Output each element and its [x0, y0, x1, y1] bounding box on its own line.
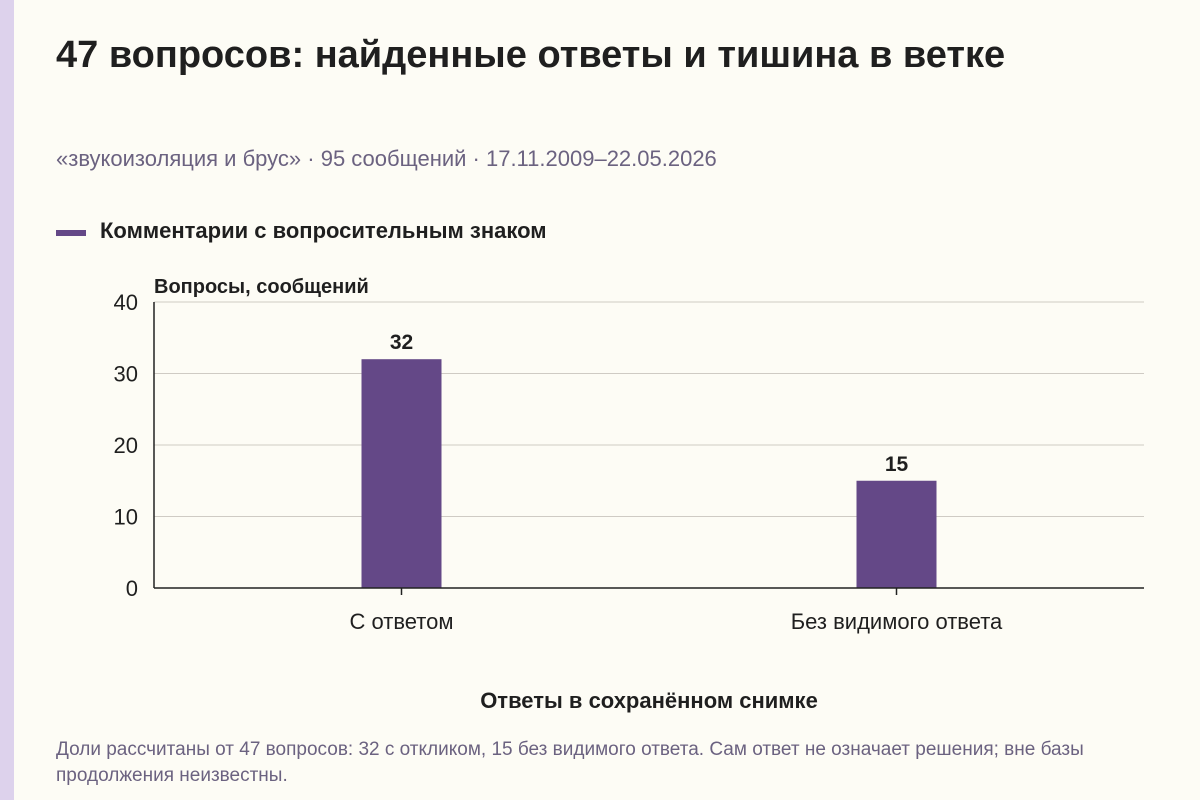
- y-tick-label: 30: [114, 362, 138, 387]
- y-axis-title: Вопросы, сообщений: [154, 276, 369, 298]
- y-tick-label: 20: [114, 433, 138, 458]
- legend-label: Комментарии с вопросительным знаком: [100, 218, 547, 243]
- legend-swatch: [56, 230, 86, 236]
- x-axis-title: Ответы в сохранённом снимке: [480, 688, 818, 713]
- bar: [856, 480, 937, 588]
- data-label: 32: [390, 331, 413, 354]
- chart-legend: Комментарии с вопросительным знаком: [56, 218, 547, 244]
- y-tick-label: 10: [114, 505, 138, 530]
- data-label: 15: [885, 453, 909, 476]
- bars: [361, 359, 937, 588]
- page-subtitle: «звукоизоляция и брус» · 95 сообщений · …: [56, 146, 717, 171]
- grid-lines: [154, 301, 1144, 517]
- x-tick-label: С ответом: [350, 609, 454, 634]
- accent-strip: [0, 0, 14, 800]
- y-tick-label: 40: [114, 290, 138, 315]
- y-tick-labels: 0 10 20 30 40: [114, 290, 138, 601]
- footnote: Доли рассчитаны от 47 вопросов: 32 с отк…: [56, 739, 1084, 786]
- x-tick-label: Без видимого ответа: [791, 609, 1003, 634]
- x-tick-labels: С ответом Без видимого ответа: [350, 588, 1003, 634]
- bar: [361, 359, 442, 588]
- data-labels: 32 15: [390, 331, 909, 476]
- y-tick-label: 0: [126, 576, 138, 601]
- page-title: 47 вопросов: найденные ответы и тишина в…: [56, 34, 1006, 76]
